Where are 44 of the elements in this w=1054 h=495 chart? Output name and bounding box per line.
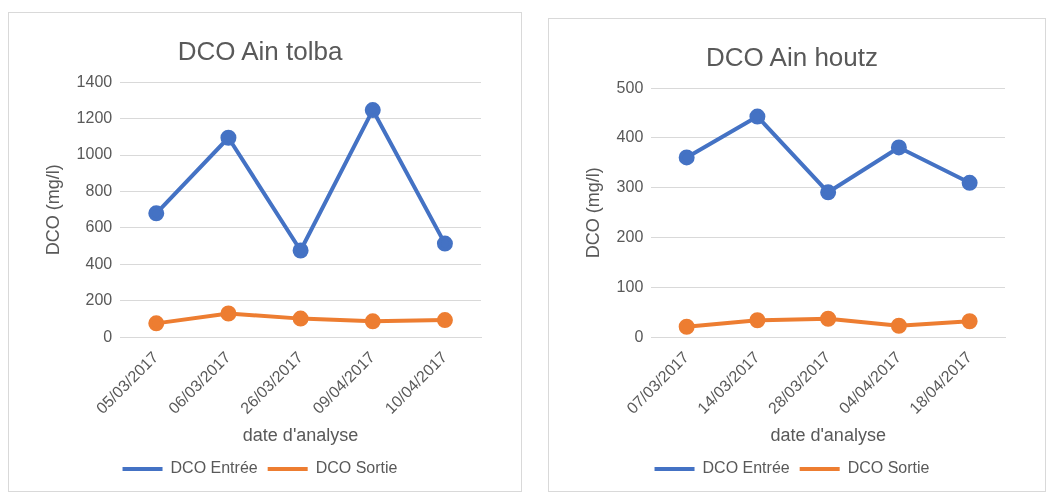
point: [292, 310, 309, 327]
point: [364, 102, 381, 119]
point: [364, 313, 381, 330]
y-tick-label: 500: [616, 78, 644, 96]
point: [292, 242, 309, 259]
point: [820, 310, 837, 327]
point: [678, 149, 695, 166]
chart-title: DCO Ain houtz: [706, 41, 878, 72]
legend-label: DCO Sortie: [847, 459, 930, 477]
point: [890, 317, 907, 334]
y-tick-label: 200: [616, 228, 644, 246]
y-tick-label: 400: [85, 254, 113, 272]
y-tick-label: 1000: [76, 145, 113, 163]
y-axis-title: DCO (mg/l): [582, 167, 603, 259]
point: [890, 139, 907, 156]
point: [749, 108, 766, 125]
point: [820, 184, 837, 201]
point: [749, 312, 766, 329]
y-tick-label: 1200: [76, 109, 113, 127]
chart-title: DCO Ain tolba: [177, 35, 343, 66]
y-tick-label: 400: [616, 128, 644, 146]
legend-label: DCO Sortie: [315, 459, 398, 477]
y-tick-label: 1400: [76, 72, 113, 90]
x-axis-title: date d'analyse: [770, 425, 886, 446]
point: [148, 315, 165, 332]
point: [961, 174, 978, 191]
legend-label: DCO Entrée: [170, 459, 258, 477]
y-axis-title: DCO (mg/l): [42, 164, 63, 256]
x-axis-title: date d'analyse: [242, 425, 359, 446]
point: [220, 129, 237, 146]
point: [436, 312, 453, 329]
point: [961, 313, 978, 330]
point: [148, 205, 165, 222]
y-tick-label: 200: [85, 291, 113, 309]
y-tick-label: 0: [634, 327, 644, 345]
y-tick-label: 100: [616, 277, 644, 295]
y-tick-label: 800: [85, 181, 113, 199]
point: [436, 235, 453, 252]
y-tick-label: 600: [85, 218, 113, 236]
point: [678, 318, 695, 335]
y-tick-label: 300: [616, 178, 644, 196]
y-tick-label: 0: [103, 327, 113, 345]
legend-label: DCO Entrée: [702, 459, 790, 477]
point: [220, 305, 237, 322]
